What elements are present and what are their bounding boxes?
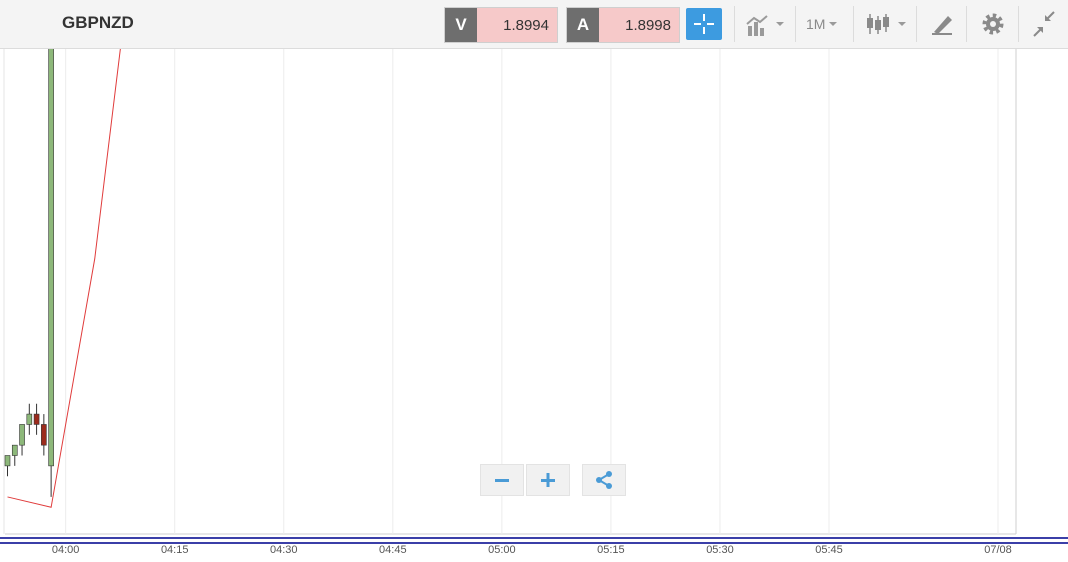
- indicators-button[interactable]: [744, 8, 788, 40]
- candle-up: [19, 424, 25, 456]
- moving-average-line: [7, 49, 121, 508]
- minus-icon: [495, 479, 509, 482]
- candle-body: [41, 424, 47, 446]
- grid: [3, 49, 1017, 535]
- candle-up: [26, 403, 33, 435]
- candle-body: [11, 444, 18, 456]
- candle-down: [41, 414, 47, 456]
- timeframe-selector[interactable]: 1M: [806, 8, 841, 40]
- chart-type-button[interactable]: [864, 8, 910, 40]
- candle-body: [48, 49, 54, 467]
- x-tick-label: 04:30: [270, 544, 298, 556]
- candle-body: [33, 413, 40, 425]
- zoom-controls: [480, 464, 626, 496]
- x-tick-label: 07/08: [984, 544, 1012, 556]
- candles: [4, 49, 54, 497]
- x-tick-label: 04:15: [161, 544, 189, 556]
- chevron-down-icon: [776, 22, 784, 26]
- sell-quote-button[interactable]: V 1.8994: [444, 7, 558, 43]
- zoom-out-button[interactable]: [480, 464, 524, 496]
- candle-body: [19, 424, 25, 446]
- zoom-in-button[interactable]: [526, 464, 570, 496]
- candlestick-icon: [867, 14, 889, 34]
- candle-down: [33, 403, 40, 435]
- candle-up: [48, 49, 54, 497]
- price-chart[interactable]: 1,90501,90001,89501,89001,88501,88001,87…: [0, 49, 1068, 562]
- x-tick-label: 04:00: [52, 544, 80, 556]
- toolbar: GBPNZD V 1.8994 A 1.8998 1M: [0, 0, 1068, 49]
- collapse-button[interactable]: [1030, 8, 1058, 40]
- candle-body: [4, 455, 11, 467]
- chevron-down-icon: [898, 22, 906, 26]
- indicators-icon: [746, 15, 768, 36]
- buy-quote-button[interactable]: A 1.8998: [566, 7, 680, 43]
- drawing-tools-button[interactable]: [928, 8, 956, 40]
- x-tick-label: 05:30: [706, 544, 734, 556]
- collapse-icon: [1033, 11, 1055, 37]
- plus-icon: [541, 473, 555, 487]
- share-button[interactable]: [582, 464, 626, 496]
- candle-up: [11, 444, 18, 466]
- share-icon: [596, 471, 612, 489]
- x-tick-label: 05:00: [488, 544, 516, 556]
- x-tick-label: 05:45: [815, 544, 843, 556]
- buy-label: A: [567, 8, 599, 42]
- x-tick-label: 04:45: [379, 544, 407, 556]
- x-axis: 04:00 04:15 04:30 04:45 05:00 05:15 05:30 05:45…: [52, 544, 1012, 556]
- sell-label: V: [445, 8, 477, 42]
- crosshair-icon: [694, 14, 714, 34]
- buy-price: 1.8998: [599, 8, 679, 42]
- candle-body: [26, 413, 33, 425]
- timeframe-label: 1M: [806, 16, 826, 32]
- chevron-down-icon: [829, 22, 838, 26]
- x-tick-label: 05:15: [597, 544, 625, 556]
- gear-icon: [982, 13, 1004, 35]
- sell-price: 1.8994: [477, 8, 557, 42]
- draw-icon: [932, 16, 952, 35]
- crosshair-button[interactable]: [686, 8, 722, 40]
- symbol-title: GBPNZD: [62, 13, 134, 32]
- settings-button[interactable]: [978, 8, 1008, 40]
- candle-up: [4, 455, 11, 477]
